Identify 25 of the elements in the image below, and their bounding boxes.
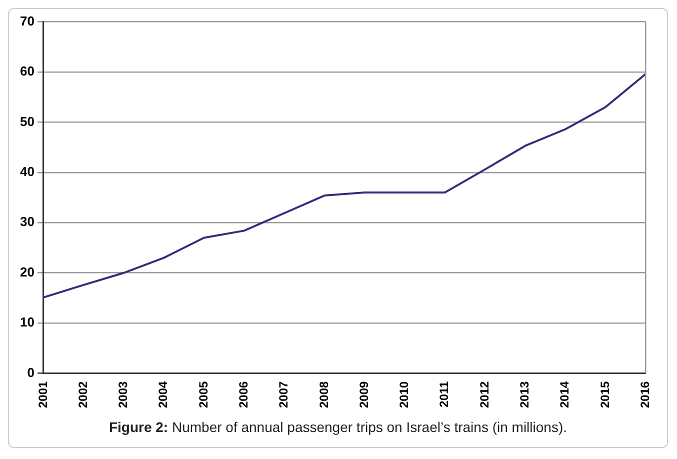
y-tick-label: 30 — [20, 214, 34, 230]
y-tick-label: 40 — [20, 164, 34, 180]
x-tick-label: 2014 — [558, 380, 572, 408]
y-tick-label: 0 — [27, 364, 34, 380]
x-tick-label: 2016 — [638, 380, 652, 408]
x-tick-label: 2009 — [356, 380, 371, 408]
x-tick-label: 2011 — [437, 380, 452, 408]
x-tick-label: 2005 — [196, 380, 210, 408]
x-tick-label: 2001 — [36, 380, 50, 408]
caption: Figure 2: Number of annual passenger trips on Israel’s trains (in millions). — [108, 419, 568, 435]
y-tick-label: 10 — [20, 314, 34, 330]
x-tick-label: 2004 — [156, 380, 170, 408]
x-tick-label: 2002 — [76, 380, 90, 408]
y-tick-label: 60 — [20, 64, 34, 79]
x-tick-label: 2006 — [236, 380, 250, 408]
x-tick-label: 2007 — [276, 380, 291, 408]
x-tick-label: 2012 — [477, 380, 492, 408]
x-tick-label: 2013 — [517, 380, 532, 408]
x-tick-label: 2003 — [116, 380, 130, 408]
y-tick-label: 20 — [20, 264, 34, 280]
x-tick-label: 2015 — [598, 380, 612, 408]
x-tick-label: 2008 — [316, 380, 331, 408]
y-tick-label: 70 — [20, 13, 34, 28]
x-tick-label: 2010 — [397, 380, 412, 408]
y-tick-label: 50 — [20, 114, 34, 129]
